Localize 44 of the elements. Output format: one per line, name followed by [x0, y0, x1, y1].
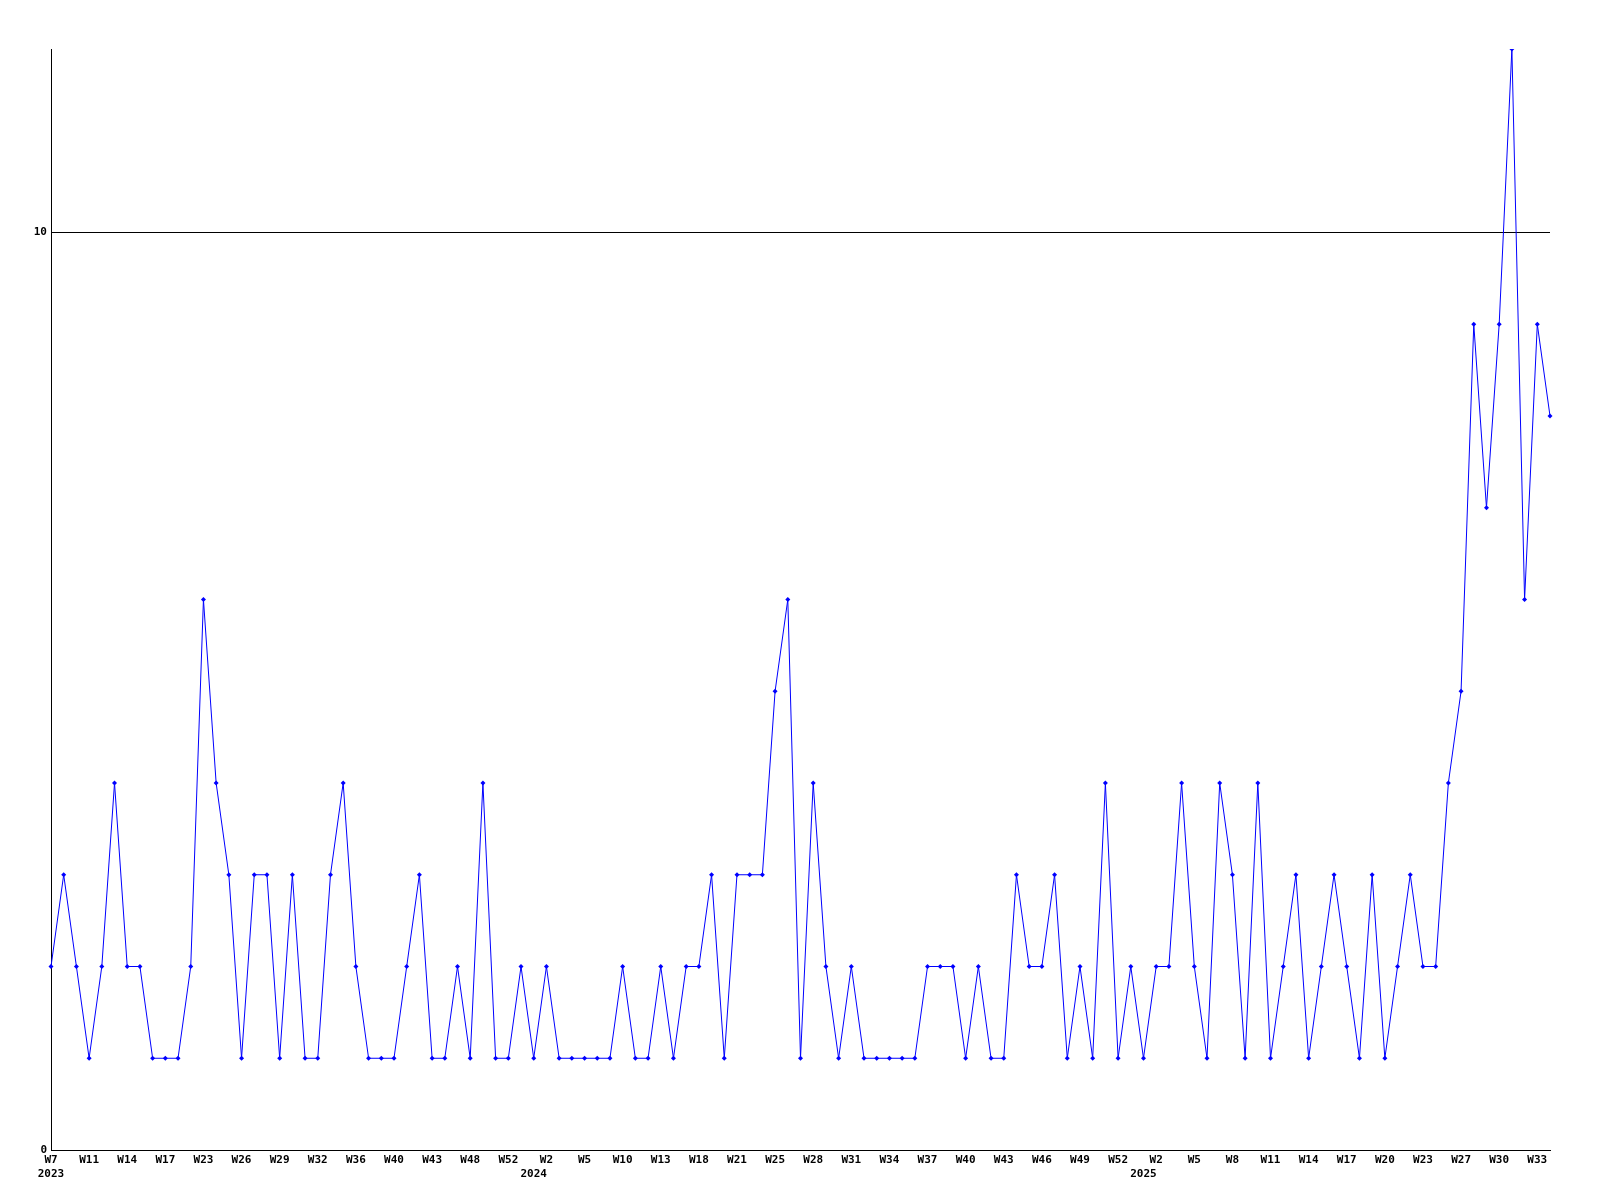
x-tick-label: W5	[1187, 1153, 1201, 1167]
x-tick-label: W36	[345, 1153, 367, 1167]
x-tick-label: W23	[193, 1153, 214, 1167]
x-tick-label: W14	[117, 1153, 138, 1167]
x-tick-label: W7 2023	[37, 1153, 65, 1180]
x-tick-label: W21	[727, 1153, 748, 1167]
x-tick-label: W46	[1031, 1153, 1053, 1167]
x-tick-label: W2	[1149, 1153, 1163, 1167]
x-tick-label: W30	[1489, 1153, 1510, 1167]
x-tick-label: W52	[1108, 1153, 1129, 1167]
x-tick-label: W29	[269, 1153, 290, 1167]
x-tick-label: W26	[231, 1153, 252, 1167]
x-tick-label: W11	[79, 1153, 100, 1167]
x-tick-label: W52	[498, 1153, 519, 1167]
x-tick-label: W28	[803, 1153, 824, 1167]
x-tick-label: W8	[1225, 1153, 1240, 1167]
x-tick-label: W40	[384, 1153, 404, 1167]
x-tick-label: W17	[155, 1153, 176, 1167]
x-tick-label: W13	[650, 1153, 671, 1167]
x-tick-label: W17	[1336, 1153, 1357, 1167]
x-tick-label: W48	[460, 1153, 481, 1167]
x-tick-label: W37	[917, 1153, 938, 1167]
x-tick-label: W5	[577, 1153, 592, 1167]
x-tick-label: W14	[1298, 1153, 1319, 1167]
x-tick-label: W10	[612, 1153, 633, 1167]
x-tick-label: W11	[1260, 1153, 1281, 1167]
x-tick-label: W20	[1374, 1153, 1395, 1167]
x-tick-label: 2025	[1130, 1166, 1157, 1180]
x-tick-label: W43	[422, 1153, 443, 1167]
x-tick-label: W33	[1527, 1153, 1548, 1167]
x-tick-label: W23	[1413, 1153, 1433, 1167]
x-tick-label: W40	[955, 1153, 976, 1167]
x-tick-label: W34	[879, 1153, 900, 1167]
y-tick-label: 0	[40, 1142, 47, 1156]
x-tick-label: W43	[993, 1153, 1014, 1167]
x-tick-label: W27	[1451, 1153, 1472, 1167]
y-tick-label: 10	[33, 225, 47, 239]
x-tick-label: W2	[539, 1153, 554, 1167]
x-tick-label: 2024	[520, 1166, 548, 1180]
x-tick-label: W32	[307, 1153, 328, 1167]
x-tick-label: W25	[765, 1153, 786, 1167]
x-tick-label: W18	[688, 1153, 709, 1167]
x-tick-label: W49	[1070, 1153, 1090, 1167]
x-tick-label: W31	[841, 1153, 862, 1167]
